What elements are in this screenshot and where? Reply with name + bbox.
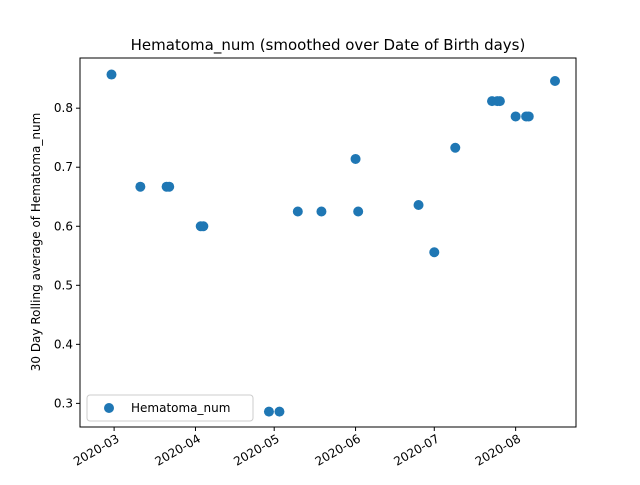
- legend-box: [86, 394, 254, 422]
- data-point: [413, 200, 424, 211]
- chart-title: Hematoma_num (smoothed over Date of Birt…: [131, 36, 526, 55]
- legend-label: Hematoma_num: [131, 401, 230, 415]
- data-point: [316, 206, 327, 217]
- x-tick-label: 2020-04: [153, 431, 203, 468]
- data-point: [350, 153, 361, 164]
- data-point: [164, 181, 175, 192]
- data-point: [353, 206, 364, 217]
- data-point: [263, 406, 274, 417]
- y-tick-label: 0.8: [54, 101, 73, 115]
- plot-frame: [79, 57, 577, 428]
- x-tick-label: 2020-05: [231, 431, 281, 468]
- data-point: [550, 76, 561, 87]
- x-tick-label: 2020-08: [473, 431, 523, 468]
- y-tick-label: 0.5: [54, 278, 73, 292]
- y-axis-ticks: 0.3 0.4 0.5 0.6 0.7 0.8: [54, 101, 80, 410]
- y-tick-label: 0.7: [54, 160, 73, 174]
- data-point: [450, 142, 461, 153]
- data-point: [198, 221, 209, 232]
- y-tick-label: 0.4: [54, 337, 73, 351]
- data-point: [106, 69, 117, 80]
- data-point: [494, 96, 505, 107]
- data-point: [135, 181, 146, 192]
- data-point: [510, 111, 521, 122]
- legend-marker: [104, 403, 114, 413]
- data-points: [106, 69, 561, 417]
- y-tick-label: 0.3: [54, 396, 73, 410]
- y-tick-label: 0.6: [54, 219, 73, 233]
- x-tick-label: 2020-07: [391, 431, 441, 468]
- legend: Hematoma_num: [86, 394, 254, 422]
- x-axis-ticks: 2020-03 2020-04 2020-05 2020-06 2020-07 2020-…: [71, 427, 523, 469]
- x-tick-label: 2020-03: [71, 431, 121, 468]
- y-axis-label: 30 Day Rolling average of Hematoma_num: [29, 113, 43, 372]
- data-point: [274, 406, 285, 417]
- x-tick-label: 2020-06: [313, 431, 363, 468]
- data-point: [292, 206, 303, 217]
- data-point: [429, 247, 440, 258]
- data-point: [523, 111, 534, 122]
